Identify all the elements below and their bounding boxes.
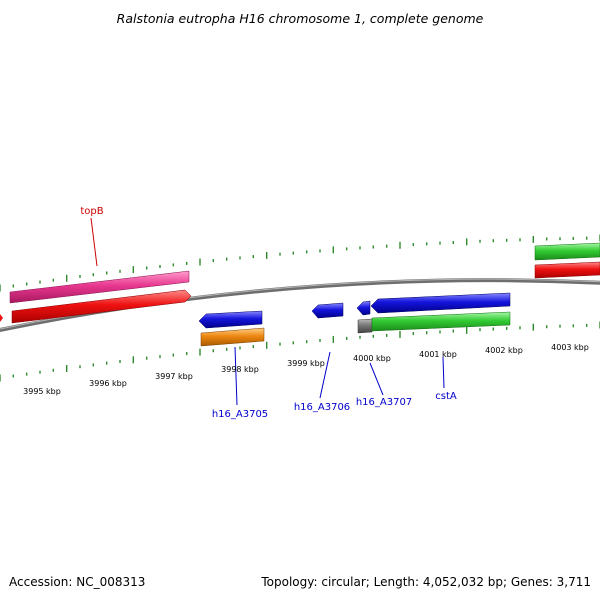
axis-label: 3995 kbp	[23, 387, 61, 396]
feature-h16_A3706-blue[interactable]	[311, 302, 344, 319]
gene-label-topB[interactable]: topB	[80, 206, 103, 217]
feature-right-red[interactable]	[534, 261, 600, 279]
leader-h16_A3705	[234, 346, 238, 406]
gene-label-cstA[interactable]: cstA	[435, 391, 457, 402]
feature-h16_A3705-blue[interactable]	[198, 310, 263, 329]
gene-label-h16_A3706[interactable]: h16_A3706	[294, 402, 350, 413]
gene-labels: topB h16_A3705 h16_A3706 h16_A3707 cstA	[80, 206, 457, 420]
feature-h16_A3705-orange[interactable]	[200, 327, 265, 347]
axis-label: 4000 kbp	[353, 354, 391, 363]
axis-label: 3998 kbp	[221, 365, 259, 374]
leader-cstA	[442, 356, 445, 389]
tick-marks	[0, 234, 600, 382]
axis-labels: 3995 kbp 3996 kbp 3997 kbp 3998 kbp 3999…	[23, 343, 589, 396]
feature-cstA-green[interactable]	[371, 311, 511, 332]
page-title: Ralstonia eutropha H16 chromosome 1, com…	[117, 11, 484, 26]
feature-topB-pink[interactable]	[9, 270, 190, 304]
gene-label-h16_A3707[interactable]: h16_A3707	[356, 397, 412, 408]
feature-cstA-blue[interactable]	[370, 292, 511, 314]
feature-left-red-fragment[interactable]	[0, 314, 3, 322]
axis-label: 4001 kbp	[419, 350, 457, 359]
feature-topB-red[interactable]	[11, 289, 192, 324]
leader-h16_A3707	[369, 362, 384, 396]
axis-label: 4003 kbp	[551, 343, 589, 352]
feature-h16_A3707-gray[interactable]	[357, 318, 373, 334]
feature-right-green[interactable]	[534, 242, 600, 261]
axis-label: 3999 kbp	[287, 359, 325, 368]
genome-summary-text: Topology: circular; Length: 4,052,032 bp…	[260, 575, 591, 589]
leader-h16_A3706	[319, 351, 331, 399]
accession-text: Accession: NC_008313	[9, 575, 145, 589]
axis-label: 4002 kbp	[485, 346, 523, 355]
axis-label: 3996 kbp	[89, 379, 127, 388]
axis-label: 3997 kbp	[155, 372, 193, 381]
gene-label-h16_A3705[interactable]: h16_A3705	[212, 409, 268, 420]
leader-topB	[90, 217, 98, 267]
feature-h16_A3707-blue[interactable]	[356, 300, 371, 316]
gene-label-leaders	[90, 217, 445, 406]
